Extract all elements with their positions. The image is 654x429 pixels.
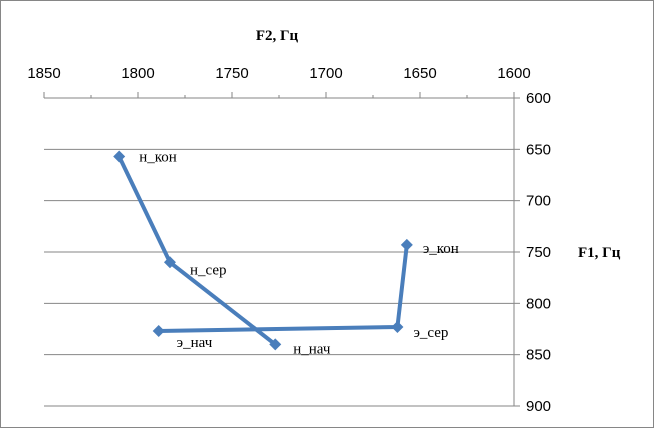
point-label-н_сер: н_сер [190,262,227,278]
x-tick-label-1700: 1700 [309,65,342,82]
point-label-э_кон: э_кон [423,241,459,257]
x-tick-label-1850: 1850 [27,65,60,82]
y-tick-label-800: 800 [526,295,551,312]
series-1-line [117,155,277,346]
y-tick-label-650: 650 [526,141,551,158]
point-label-н_кон: н_кон [139,150,177,166]
x-axis-title: F2, Гц [256,28,299,44]
series-2-line [158,244,409,334]
point-н_нач [269,338,282,351]
point-э_кон [400,238,413,251]
x-tick-label-1650: 1650 [403,65,436,82]
x-tick-label-1750: 1750 [215,65,248,82]
x-tick-label-1800: 1800 [121,65,154,82]
x-tick-label-1600: 1600 [497,65,530,82]
axes: 600 650 700 750 800 850 900 1850 1800 1750 1700 165… [27,65,551,415]
y-axis-title: F1, Гц [578,245,621,261]
point-label-э_нач: э_нач [177,335,213,351]
y-tick-label-600: 600 [526,90,551,107]
y-tick-label-700: 700 [526,193,551,210]
point-н_кон [113,150,126,163]
point-label-н_нач: н_нач [293,341,331,357]
gridlines [44,148,514,407]
data-series: н_кон н_сер н_нач э_нач э_сер э_кон [113,150,459,357]
point-э_нач [152,325,165,338]
point-н_сер [163,256,176,269]
point-э_сер [391,320,404,333]
y-tick-label-850: 850 [526,347,551,364]
y-tick-label-900: 900 [526,398,551,415]
y-tick-label-750: 750 [526,244,551,261]
point-label-э_сер: э_сер [413,325,448,341]
